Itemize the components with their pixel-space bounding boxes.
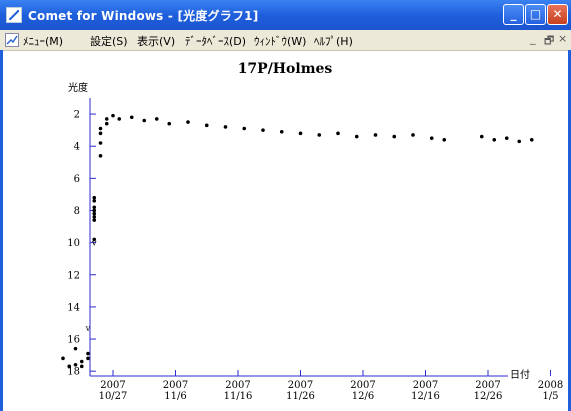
data-point xyxy=(492,137,497,142)
mdi-restore-button[interactable]: 🗗 xyxy=(544,34,555,47)
y-axis-label: 光度 xyxy=(68,81,88,94)
data-point xyxy=(104,117,109,121)
data-point xyxy=(61,356,65,361)
data-point xyxy=(92,199,97,203)
menu-item-database[interactable]: ﾃﾞｰﾀﾍﾞｰｽ(D) xyxy=(185,35,247,48)
data-point xyxy=(129,115,134,120)
window-title: Comet for Windows - [光度グラフ1] xyxy=(28,9,259,23)
window-frame-left xyxy=(0,50,3,411)
menu-bar: ﾒﾆｭｰ(M) 設定(S) 表示(V) ﾃﾞｰﾀﾍﾞｰｽ(D) ｳｨﾝﾄﾞｳ(W… xyxy=(0,30,571,51)
data-point xyxy=(504,136,509,140)
data-point xyxy=(79,359,84,364)
data-point xyxy=(92,215,97,219)
x-axis-label: 日付 xyxy=(510,368,530,381)
mdi-minimize-button[interactable]: _ xyxy=(530,32,536,45)
data-point xyxy=(317,133,322,137)
data-point xyxy=(517,139,522,144)
y-tick-label: 4 xyxy=(74,142,80,153)
x-tick-date: 12/6 xyxy=(352,391,374,402)
data-point xyxy=(336,131,340,136)
x-tick-year: 2007 xyxy=(163,380,188,391)
data-point xyxy=(411,133,415,137)
x-tick-date: 12/16 xyxy=(411,391,440,402)
menu-item-menu[interactable]: ﾒﾆｭｰ(M) xyxy=(23,35,64,48)
menu-item-view[interactable]: 表示(V) xyxy=(137,35,176,48)
data-point xyxy=(204,123,209,128)
y-tick-label: 8 xyxy=(74,206,80,217)
data-point xyxy=(92,237,97,242)
data-point xyxy=(373,133,378,137)
x-tick-year: 2007 xyxy=(350,380,375,391)
data-point xyxy=(67,364,72,369)
data-point xyxy=(186,120,190,124)
y-tick-label: 10 xyxy=(67,238,80,249)
data-point xyxy=(142,118,147,123)
x-tick-year: 2007 xyxy=(288,380,313,391)
data-point xyxy=(73,346,78,351)
data-point xyxy=(98,154,103,158)
app-icon xyxy=(6,7,22,23)
data-point xyxy=(92,195,97,200)
data-point xyxy=(242,126,247,131)
menu-item-window[interactable]: ｳｨﾝﾄﾞｳ(W) xyxy=(254,35,307,48)
data-point xyxy=(392,134,397,139)
data-point xyxy=(86,356,90,361)
data-point xyxy=(529,137,534,142)
x-tick-date: 12/26 xyxy=(474,391,503,402)
data-point xyxy=(92,211,97,216)
y-tick-label: 14 xyxy=(67,302,80,313)
data-point xyxy=(117,117,122,121)
data-point xyxy=(79,364,84,369)
maximize-button[interactable]: □ xyxy=(525,4,546,25)
x-tick-date: 10/27 xyxy=(99,391,128,402)
x-tick-date: 11/26 xyxy=(286,391,315,402)
data-point xyxy=(92,205,97,210)
y-tick-label: 12 xyxy=(67,270,80,281)
data-point xyxy=(261,128,265,132)
x-tick-date: 1/5 xyxy=(542,391,558,402)
data-point xyxy=(298,131,303,136)
y-tick-label: 6 xyxy=(74,174,80,185)
upper-limit-mark: v xyxy=(85,324,91,333)
minimize-button[interactable]: _ xyxy=(503,4,524,25)
data-point xyxy=(279,129,284,134)
title-bar: Comet for Windows - [光度グラフ1] _ □ ✕ xyxy=(0,0,571,30)
data-point xyxy=(86,351,90,356)
data-point xyxy=(429,136,434,140)
data-point xyxy=(154,117,159,121)
data-point xyxy=(92,208,97,213)
x-tick-year: 2007 xyxy=(413,380,438,391)
y-tick-label: 16 xyxy=(67,335,80,346)
data-point xyxy=(111,113,115,118)
data-point xyxy=(73,362,78,367)
menu-item-help[interactable]: ﾍﾙﾌﾟ(H) xyxy=(314,35,353,48)
window-frame-right xyxy=(568,50,571,411)
mdi-close-button[interactable]: × xyxy=(558,32,568,45)
chart-icon xyxy=(5,33,19,47)
upper-limit-mark: v xyxy=(91,239,97,248)
x-tick-year: 2007 xyxy=(100,380,125,391)
data-point xyxy=(223,125,228,129)
data-point xyxy=(442,137,447,142)
data-point xyxy=(354,134,359,139)
x-tick-date: 11/6 xyxy=(164,391,186,402)
x-tick-year: 2008 xyxy=(538,380,563,391)
close-button[interactable]: ✕ xyxy=(547,4,568,25)
data-point xyxy=(92,218,97,222)
data-point xyxy=(98,131,103,136)
chart-title: 17P/Holmes xyxy=(238,61,333,77)
y-tick-label: 2 xyxy=(74,110,80,121)
x-tick-date: 11/16 xyxy=(224,391,253,402)
y-tick-label: 18 xyxy=(67,367,80,378)
menu-item-settings[interactable]: 設定(S) xyxy=(90,35,128,48)
x-tick-year: 2007 xyxy=(225,380,250,391)
data-point xyxy=(104,121,109,126)
data-point xyxy=(479,134,484,139)
data-point xyxy=(98,126,103,131)
data-point xyxy=(98,141,103,145)
x-tick-year: 2007 xyxy=(475,380,500,391)
data-point xyxy=(167,121,172,126)
